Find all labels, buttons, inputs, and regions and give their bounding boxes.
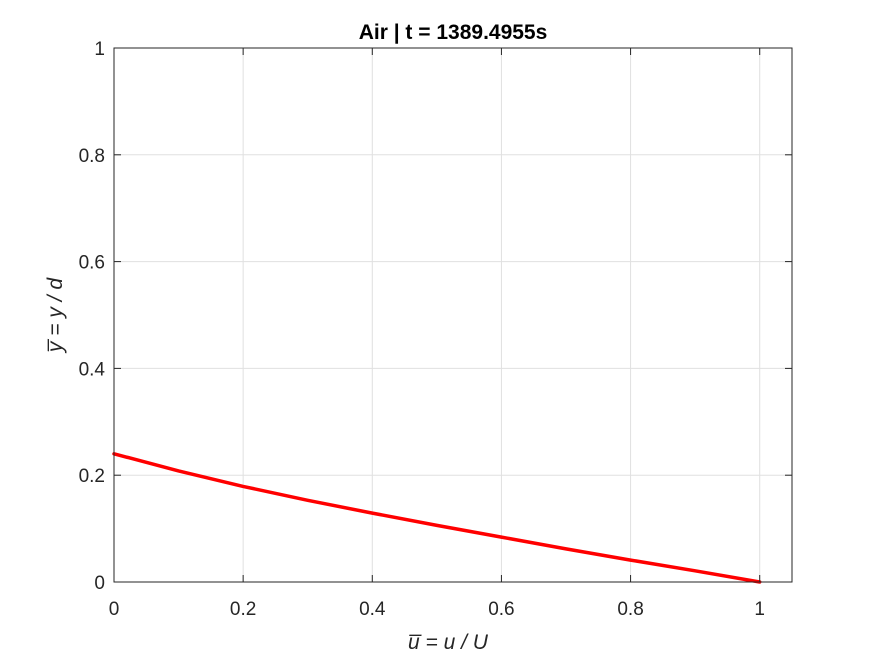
x-axis-label: u̅ = u / U [408, 631, 489, 654]
x-tick-label: 0.4 [359, 599, 386, 620]
x-tick-label: 0.6 [488, 599, 514, 620]
x-tick-label: 0.8 [617, 599, 643, 620]
x-tick-labels: 0 0.2 0.4 0.6 0.8 1 [109, 599, 765, 620]
axes-box [113, 47, 793, 583]
x-tick-label: 0.2 [230, 599, 256, 620]
x-tick-label: 0 [109, 599, 120, 620]
y-tick-label: 1 [94, 39, 105, 60]
y-tick-label: 0.8 [79, 146, 105, 167]
y-tick-label: 0.6 [79, 253, 105, 274]
y-tick-label: 0 [94, 573, 105, 594]
ticks [113, 47, 792, 583]
y-axis-label: y̅ = y / d [44, 277, 67, 354]
series-line [112, 452, 762, 584]
y-tick-labels: 0 0.2 0.4 0.6 0.8 1 [79, 39, 106, 594]
y-tick-label: 0.2 [79, 466, 105, 487]
x-tick-label: 1 [754, 599, 765, 620]
chart-title: Air | t = 1389.4955s [359, 21, 548, 44]
axes-background [114, 48, 792, 582]
y-tick-label: 0.4 [79, 359, 106, 380]
series-layer [112, 452, 762, 584]
